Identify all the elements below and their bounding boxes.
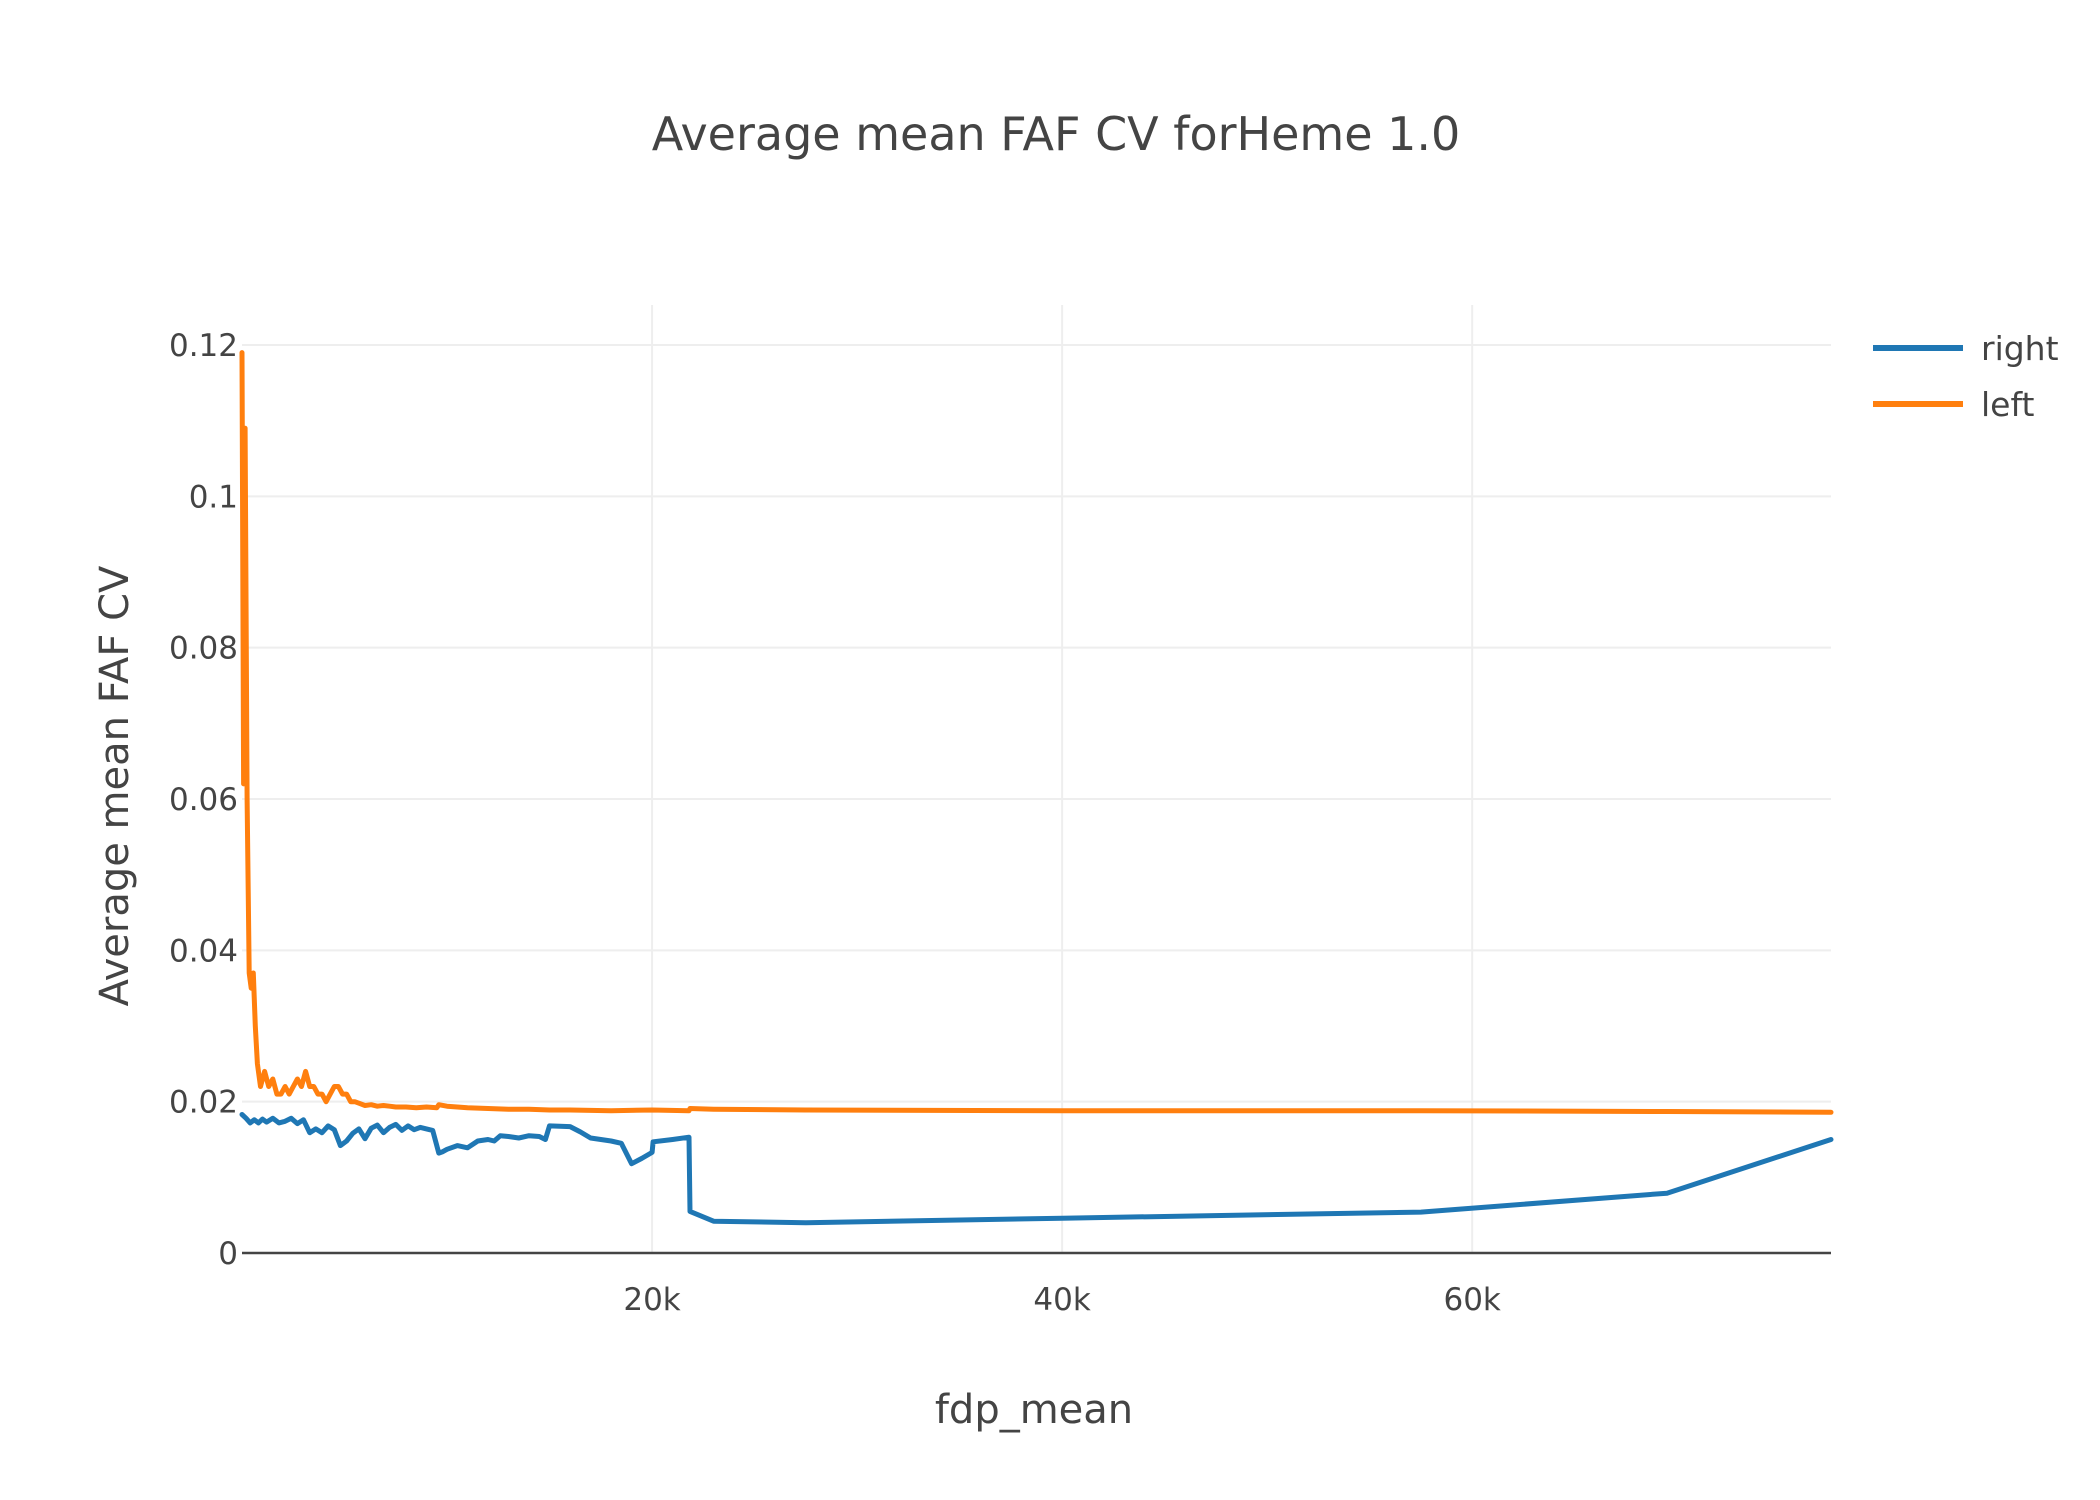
y-axis-title: Average mean FAF CV	[92, 565, 138, 1006]
chart-title: Average mean FAF CV forHeme 1.0	[652, 107, 1461, 161]
y-tick-label: 0	[218, 1236, 238, 1272]
y-tick-label: 0.02	[169, 1085, 238, 1121]
legend-label-left: left	[1981, 385, 2035, 424]
x-tick-label: 20k	[623, 1282, 680, 1318]
series-layer	[239, 350, 1834, 1226]
series-line-left	[239, 350, 1834, 1115]
gridlines	[242, 305, 1831, 1253]
y-tick-label: 0.12	[169, 328, 238, 364]
legend-label-right: right	[1981, 329, 2059, 368]
y-tick-label: 0.06	[169, 782, 238, 818]
legend: right left	[1873, 329, 2059, 424]
y-axis-ticks: 0 0.02 0.04 0.06 0.08 0.1 0.12	[169, 328, 238, 1272]
y-tick-label: 0.1	[189, 479, 238, 515]
y-tick-label: 0.04	[169, 933, 238, 969]
x-axis-title: fdp_mean	[935, 1387, 1133, 1433]
x-tick-label: 40k	[1033, 1282, 1090, 1318]
y-tick-label: 0.08	[169, 631, 238, 667]
series-line-right	[239, 1112, 1834, 1226]
x-tick-label: 60k	[1443, 1282, 1500, 1318]
x-axis-ticks: 20k 40k 60k	[623, 1282, 1501, 1318]
